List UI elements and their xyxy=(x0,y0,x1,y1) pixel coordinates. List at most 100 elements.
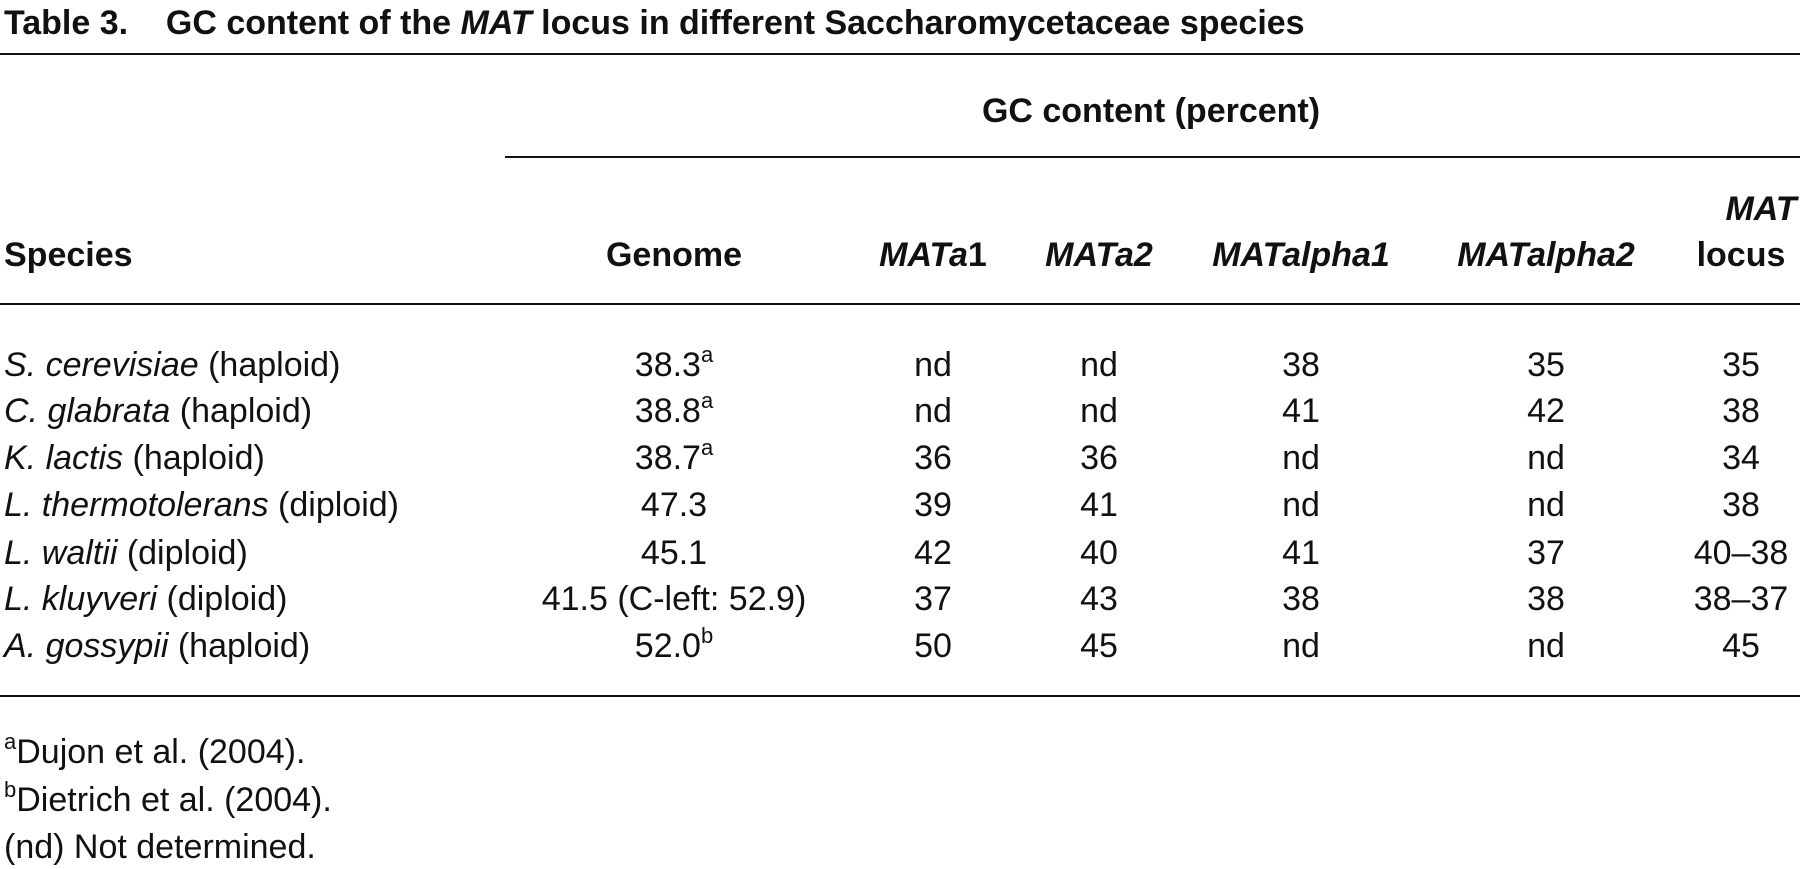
value: 38 xyxy=(1282,580,1320,618)
value-cell: nd xyxy=(1527,626,1565,666)
column-header-text: locus xyxy=(1696,236,1786,274)
species-cell: K. lactis (haploid) xyxy=(4,438,265,478)
value-cell: 38 xyxy=(1527,579,1565,619)
value: 41 xyxy=(1282,534,1320,572)
value: nd xyxy=(1080,346,1118,384)
value-cell: 37 xyxy=(1527,533,1565,573)
column-header: Species xyxy=(4,235,133,275)
group-header: GC content (percent) xyxy=(982,91,1320,131)
value-cell: nd xyxy=(1282,438,1320,478)
value: 38–37 xyxy=(1693,580,1789,618)
value-cell: 40–38 xyxy=(1694,533,1789,573)
value: nd xyxy=(1527,486,1565,524)
column-header-text: MATa2 xyxy=(1045,236,1153,274)
genome-cell: 41.5 (C-left: 52.9) xyxy=(542,579,807,619)
value: nd xyxy=(914,346,952,384)
value: 36 xyxy=(914,439,952,477)
value-cell: 41 xyxy=(1282,391,1320,431)
genome-cell: 38.8a xyxy=(635,388,714,431)
value: 37 xyxy=(1527,534,1565,572)
genome-cell: 47.3 xyxy=(641,485,707,525)
ploidy: (diploid) xyxy=(278,486,399,524)
genome-cell: 38.7a xyxy=(635,435,714,478)
footnote-mark: a xyxy=(4,729,17,754)
value: 38 xyxy=(1282,346,1320,384)
table-title: Table 3. GC content of the MAT locus in … xyxy=(4,3,1305,43)
species-name: C. glabrata xyxy=(4,392,171,430)
footnote-text: (nd) Not determined. xyxy=(4,828,316,866)
value: 42 xyxy=(1527,392,1565,430)
column-header-text: MATalpha1 xyxy=(1212,236,1390,274)
value-cell: 42 xyxy=(1527,391,1565,431)
value: 35 xyxy=(1527,346,1565,384)
value: 50 xyxy=(914,627,952,665)
value-cell: 41 xyxy=(1282,533,1320,573)
ploidy: (haploid) xyxy=(179,392,313,430)
value: 45 xyxy=(1722,627,1760,665)
ploidy: (diploid) xyxy=(126,534,248,572)
value-cell: 43 xyxy=(1080,579,1118,619)
value-cell: nd xyxy=(1282,626,1320,666)
value: 37 xyxy=(914,580,952,618)
value-cell: 38 xyxy=(1722,391,1760,431)
column-header-text: Species xyxy=(4,236,133,274)
footnote-mark: a xyxy=(700,435,714,460)
value-cell: 38 xyxy=(1722,485,1760,525)
title-text: locus in different Saccharomycetaceae sp… xyxy=(531,4,1305,42)
value: nd xyxy=(1282,439,1320,477)
value: nd xyxy=(914,392,952,430)
value: 41 xyxy=(1080,486,1118,524)
value-cell: nd xyxy=(1527,485,1565,525)
value: 35 xyxy=(1722,346,1760,384)
value: 34 xyxy=(1722,439,1760,477)
species-cell: L. thermotolerans (diploid) xyxy=(4,485,399,525)
column-header: MATa1 xyxy=(879,235,987,275)
value-cell: nd xyxy=(1080,345,1118,385)
value: nd xyxy=(1282,627,1320,665)
genome-value: 38.3 xyxy=(634,346,701,384)
value: 38 xyxy=(1527,580,1565,618)
footnote-mark: a xyxy=(700,342,714,367)
value-cell: 45 xyxy=(1722,626,1760,666)
value: 41 xyxy=(1282,392,1320,430)
value: 45 xyxy=(1080,627,1118,665)
genome-cell: 45.1 xyxy=(641,533,707,573)
value-cell: nd xyxy=(914,345,952,385)
species-name: S. cerevisiae xyxy=(4,346,199,384)
column-header-text: MATa xyxy=(879,236,968,274)
value: nd xyxy=(1080,392,1118,430)
value-cell: nd xyxy=(914,391,952,431)
value-cell: nd xyxy=(1282,485,1320,525)
value-cell: 36 xyxy=(914,438,952,478)
species-cell: C. glabrata (haploid) xyxy=(4,391,312,431)
footnote-mark: a xyxy=(700,388,714,413)
species-name: L. thermotolerans xyxy=(4,486,269,524)
value-cell: 40 xyxy=(1080,533,1118,573)
genome-value: 52.0 xyxy=(634,627,701,665)
value: nd xyxy=(1282,486,1320,524)
footnote-text: Dietrich et al. (2004). xyxy=(16,781,332,819)
value: 43 xyxy=(1080,580,1118,618)
rule xyxy=(505,156,1800,158)
value-cell: 39 xyxy=(914,485,952,525)
value-cell: 50 xyxy=(914,626,952,666)
species-cell: A. gossypii (haploid) xyxy=(4,626,310,666)
species-name: A. gossypii xyxy=(4,627,169,665)
value-cell: 42 xyxy=(914,533,952,573)
value-cell: nd xyxy=(1527,438,1565,478)
value-cell: 38 xyxy=(1282,345,1320,385)
footnote-mark: b xyxy=(700,623,714,648)
value: 39 xyxy=(914,486,952,524)
group-header-text: GC content (percent) xyxy=(981,92,1321,130)
value-cell: 37 xyxy=(914,579,952,619)
ploidy: (haploid) xyxy=(177,627,311,665)
value: 38 xyxy=(1722,392,1760,430)
value-cell: 41 xyxy=(1080,485,1118,525)
value-cell: 36 xyxy=(1080,438,1118,478)
value: 36 xyxy=(1080,439,1118,477)
footnote-text: Dujon et al. (2004). xyxy=(16,733,306,771)
title-text: MAT xyxy=(460,4,532,42)
value: 40–38 xyxy=(1693,534,1789,572)
species-name: L. kluyveri xyxy=(4,580,158,618)
